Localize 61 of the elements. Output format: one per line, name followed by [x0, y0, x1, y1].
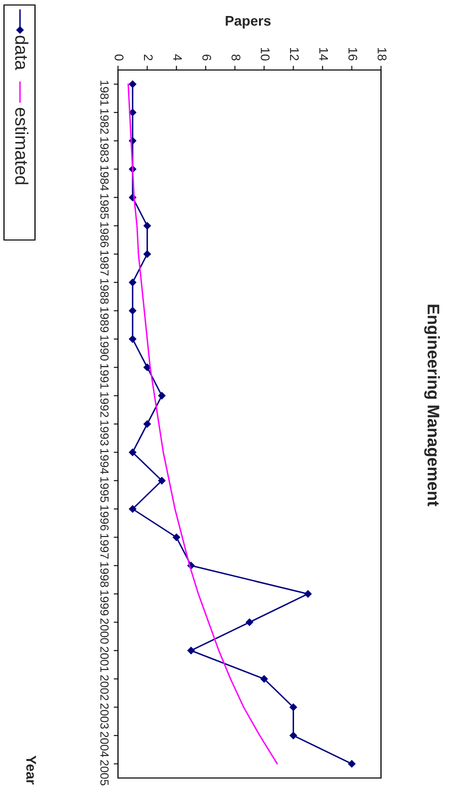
point — [187, 646, 195, 654]
point — [158, 477, 166, 484]
x-tick-label: 12 — [290, 48, 299, 60]
x-tick-label: 6 — [202, 54, 212, 60]
point — [128, 307, 136, 314]
y-tick-label: 1996 — [100, 506, 109, 530]
y-tick-label: 1999 — [100, 590, 109, 616]
point — [290, 704, 297, 711]
y-tick-label: 1983 — [100, 137, 109, 162]
y-tick-label: 2002 — [100, 675, 109, 700]
point — [128, 278, 136, 286]
x-tick-label: 2 — [144, 54, 153, 60]
y-tick-label: 1990 — [100, 336, 109, 361]
y-tick-label: 1987 — [100, 250, 109, 276]
x-tick-label: 14 — [319, 48, 328, 61]
x-tick-label: 18 — [378, 48, 386, 60]
y-axis-title: Year — [26, 756, 36, 784]
y-tick-label: 1994 — [100, 448, 109, 474]
y-tick-label: 1981 — [100, 80, 109, 106]
text: Engineering Management — [424, 304, 440, 506]
point — [246, 618, 254, 626]
point — [128, 505, 136, 513]
point — [128, 80, 136, 88]
y-tick-label: 1982 — [100, 109, 109, 134]
point — [260, 675, 268, 683]
point — [304, 590, 312, 598]
x-tick-label: 4 — [173, 54, 182, 61]
point — [128, 108, 136, 116]
point — [158, 392, 166, 400]
y-tick-label: 2001 — [100, 646, 109, 672]
point — [128, 448, 136, 456]
y-tick-label: 1995 — [100, 477, 109, 502]
y-tick-label: 1998 — [100, 562, 109, 588]
y-tick-label: 1991 — [100, 364, 109, 389]
y-tick-label: 1984 — [100, 166, 109, 191]
legend-label: estimated — [15, 108, 28, 184]
point — [144, 420, 151, 428]
y-tick-label: 1989 — [100, 307, 109, 332]
y-tick-label: 1988 — [100, 279, 109, 304]
x-tick-label: 16 — [348, 48, 358, 60]
y-tick-label: 2005 — [100, 760, 109, 786]
point — [144, 222, 151, 230]
x-tick-label: 0 — [114, 54, 124, 60]
point — [128, 335, 136, 343]
y-tick-label: 1997 — [100, 534, 109, 559]
point — [172, 534, 180, 541]
y-tick-label: 1992 — [100, 392, 109, 418]
x-axis-title: Papers — [226, 16, 271, 28]
point — [348, 760, 356, 768]
point — [144, 364, 151, 371]
y-tick-label: 1985 — [100, 194, 109, 219]
x-tick-label: 8 — [232, 54, 240, 60]
y-tick-label: 2004 — [100, 732, 109, 758]
y-tick-label: 2000 — [100, 618, 109, 644]
y-tick-label: 2003 — [100, 704, 109, 729]
y-tick-label: 1993 — [100, 420, 109, 446]
point — [144, 250, 151, 258]
point — [290, 732, 297, 740]
y-tick-label: 1986 — [100, 222, 109, 248]
legend-label: data — [15, 36, 28, 70]
x-tick-label: 10 — [260, 48, 270, 60]
